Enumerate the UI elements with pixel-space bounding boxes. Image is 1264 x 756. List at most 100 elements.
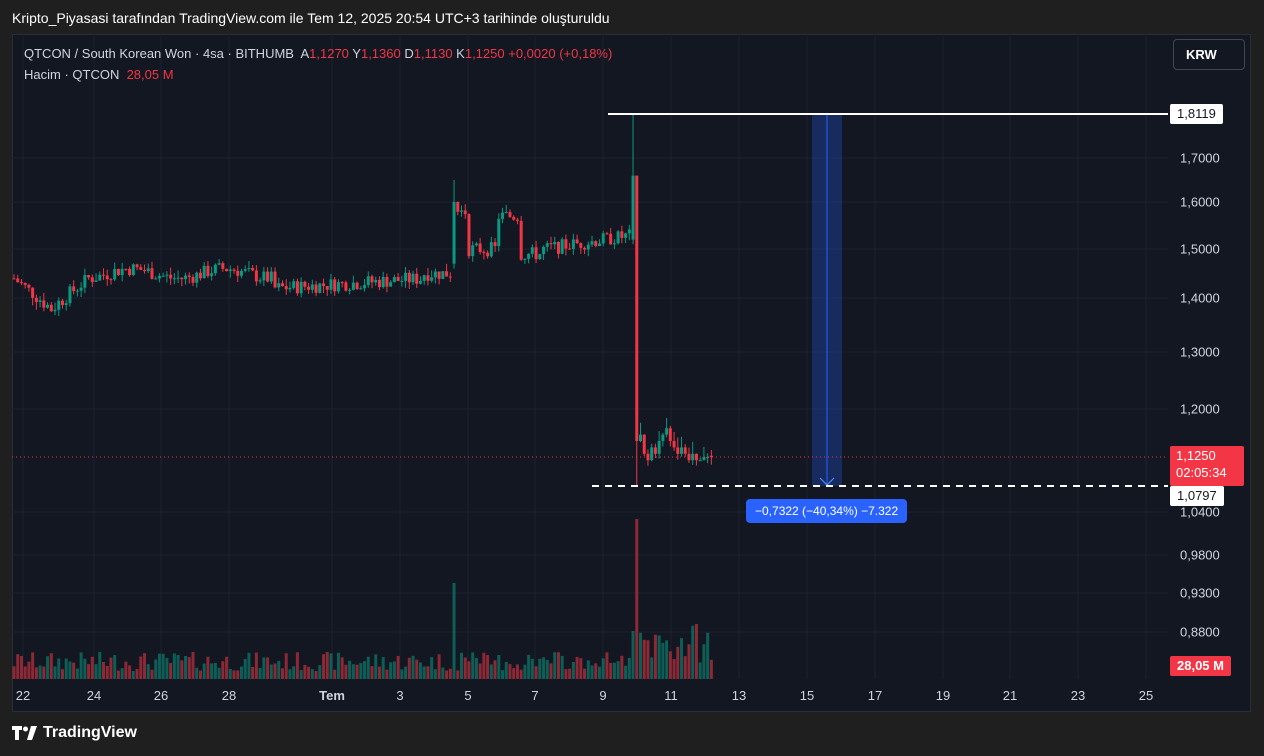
volume-bar [102, 661, 105, 679]
candle-body [154, 278, 158, 280]
candle-body [612, 243, 616, 245]
volume-bar [642, 639, 646, 679]
volume-bar [486, 655, 490, 679]
volume-bar [161, 653, 165, 679]
currency-button[interactable]: KRW [1173, 39, 1245, 70]
candle-body [661, 434, 665, 441]
volume-bar [53, 666, 57, 679]
candle-body [542, 246, 546, 255]
candle-body [217, 263, 221, 265]
candle-body [538, 254, 542, 260]
volume-bar [46, 656, 50, 679]
volume-bar [650, 657, 654, 679]
volume-bar [370, 666, 374, 679]
candle-body [299, 281, 303, 294]
volume-bar [363, 661, 367, 679]
volume-bar [109, 657, 113, 679]
volume-bar [262, 657, 266, 679]
volume-bar [583, 668, 587, 679]
candle-body [176, 277, 180, 279]
volume-bar [314, 670, 318, 679]
candle-body [624, 233, 628, 238]
x-tick-label: 26 [154, 688, 168, 703]
volume-bar [631, 631, 635, 679]
volume-bar [694, 624, 698, 679]
volume-bar [515, 664, 519, 679]
volume-bar [322, 654, 326, 679]
candle-body [568, 248, 572, 250]
volume-bar [325, 651, 329, 679]
volume-legend[interactable]: Hacim · QTCON 28,05 M [24, 67, 174, 82]
y-tick-label: 1,0400 [1180, 505, 1220, 520]
volume-bar [344, 664, 348, 679]
volume-bar [489, 664, 493, 679]
volume-bar [266, 657, 270, 679]
candle-body [433, 271, 437, 278]
candle-body [161, 275, 165, 277]
volume-bar [504, 661, 508, 679]
open-label: A [300, 46, 310, 61]
candle-body [377, 279, 381, 288]
volume-bar [64, 658, 68, 679]
volume-price-label: 28,05 M [1170, 656, 1231, 676]
volume-bar [709, 659, 713, 679]
volume-bar [411, 655, 415, 679]
volume-bar [75, 668, 79, 679]
candle-body [478, 243, 482, 253]
candle-body [195, 272, 199, 283]
volume-bar [83, 658, 87, 679]
change-value: +0,0020 (+0,18%) [508, 46, 613, 61]
candle-body [284, 286, 288, 290]
candle-body [523, 258, 527, 260]
x-tick-label: 17 [868, 688, 882, 703]
candle-body [146, 268, 150, 272]
tradingview-logo[interactable]: TradingView [12, 724, 137, 742]
y-tick-label: 1,7000 [1180, 151, 1220, 166]
candle-body [258, 280, 262, 282]
x-tick-label: 22 [16, 688, 30, 703]
y-tick-label: 0,8800 [1180, 625, 1220, 640]
candle-body [668, 428, 672, 441]
volume-bar [124, 661, 128, 679]
chart-svg[interactable]: 1,7000 1,6000 1,5000 1,4000 1,3000 1,2000 1,04… [12, 34, 1251, 712]
volume-bar [355, 664, 359, 679]
candle-body [448, 276, 452, 278]
candle-body [698, 460, 702, 462]
candle-body [646, 453, 650, 461]
candle-body [187, 275, 191, 278]
volume-bar [680, 638, 684, 679]
candle-body [482, 252, 486, 254]
candle-body [519, 220, 523, 260]
volume-bar [243, 658, 247, 679]
candle-body [281, 283, 284, 287]
candle-body [355, 282, 359, 289]
volume-bar [16, 654, 20, 679]
volume-bar [228, 668, 232, 679]
volume-bar [556, 652, 560, 679]
candle-body [336, 282, 340, 292]
brand-name: TradingView [43, 724, 137, 741]
candle-body [430, 277, 434, 281]
y-tick-label: 1,6000 [1180, 195, 1220, 210]
candle-body [295, 281, 299, 294]
chart-frame [12, 34, 1251, 712]
volume-bar [460, 652, 463, 679]
candle-body [325, 286, 329, 290]
volume-bar [508, 664, 512, 679]
symbol-legend[interactable]: QTCON / South Korean Won · 4sa · BITHUMB… [24, 46, 612, 61]
candle-body [277, 283, 281, 288]
candle-body [221, 263, 225, 269]
candle-body [314, 284, 318, 293]
candle-body [396, 277, 400, 281]
candle-body [489, 242, 493, 257]
candle-body [642, 434, 646, 454]
measure-label[interactable]: −0,7322 (−40,34%) −7.322 [746, 499, 908, 523]
last-price-value: 1,1250 [1176, 448, 1216, 463]
y-tick-label: 0,9800 [1180, 548, 1220, 563]
candle-body [579, 243, 583, 248]
volume-bar [254, 652, 258, 679]
volume-bar [430, 657, 434, 679]
candle-body [605, 233, 609, 235]
candle-body [467, 214, 471, 257]
volume-bar [609, 662, 613, 679]
